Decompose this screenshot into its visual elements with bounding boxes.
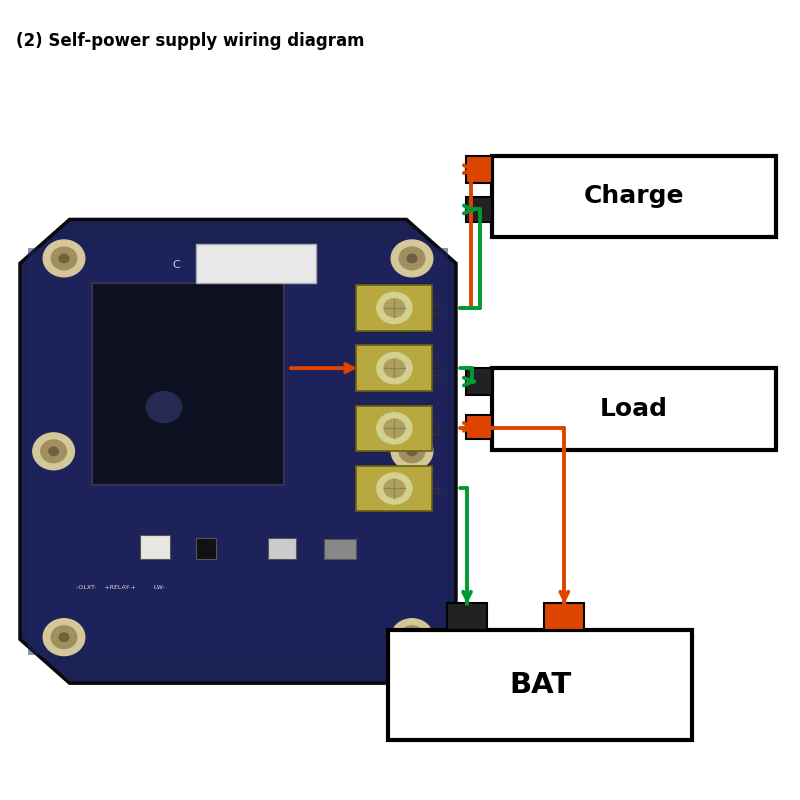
Circle shape <box>41 440 66 462</box>
Circle shape <box>377 353 412 384</box>
Bar <box>28 248 448 655</box>
Circle shape <box>43 240 85 277</box>
Bar <box>544 603 584 630</box>
Circle shape <box>399 626 425 649</box>
Circle shape <box>384 359 405 378</box>
Bar <box>268 538 296 559</box>
Circle shape <box>377 473 412 504</box>
Bar <box>492 368 776 450</box>
Circle shape <box>59 633 69 642</box>
Circle shape <box>384 419 405 438</box>
Circle shape <box>407 633 417 642</box>
Bar <box>356 466 432 511</box>
Text: Charge: Charge <box>584 185 684 209</box>
Text: C: C <box>172 261 180 270</box>
Circle shape <box>407 447 417 455</box>
Bar <box>466 414 492 439</box>
Circle shape <box>384 479 405 498</box>
Circle shape <box>391 618 433 655</box>
Bar <box>356 346 432 390</box>
Circle shape <box>33 433 74 470</box>
Bar <box>356 286 432 330</box>
Circle shape <box>391 433 433 470</box>
Text: IN-: IN- <box>434 482 443 494</box>
Bar <box>466 368 492 395</box>
Circle shape <box>399 440 425 462</box>
Text: OUT+: OUT+ <box>434 356 443 381</box>
Bar <box>356 406 432 451</box>
Bar <box>324 539 356 559</box>
Text: BAT: BAT <box>509 671 571 699</box>
Text: -OLXT-    +RELAY-+         LW-: -OLXT- +RELAY-+ LW- <box>76 585 165 590</box>
Circle shape <box>51 247 77 270</box>
Text: (2) Self-power supply wiring diagram: (2) Self-power supply wiring diagram <box>16 32 365 50</box>
Circle shape <box>146 391 182 422</box>
Circle shape <box>59 254 69 262</box>
Bar <box>388 630 692 740</box>
Bar <box>92 283 284 485</box>
Circle shape <box>49 447 58 455</box>
Circle shape <box>43 618 85 655</box>
Circle shape <box>377 413 412 444</box>
Text: OUT-: OUT- <box>434 298 443 318</box>
Circle shape <box>377 292 412 323</box>
Text: IN+: IN+ <box>434 421 443 436</box>
Circle shape <box>399 247 425 270</box>
Bar <box>492 156 776 237</box>
Circle shape <box>51 626 77 649</box>
Circle shape <box>384 298 405 317</box>
Circle shape <box>391 240 433 277</box>
Bar <box>466 156 492 182</box>
Bar <box>140 534 170 559</box>
Bar <box>196 244 316 283</box>
Bar <box>447 603 487 630</box>
Bar <box>466 198 492 222</box>
Text: Load: Load <box>600 397 668 421</box>
Bar <box>196 538 216 559</box>
Circle shape <box>407 254 417 262</box>
Polygon shape <box>20 219 456 683</box>
